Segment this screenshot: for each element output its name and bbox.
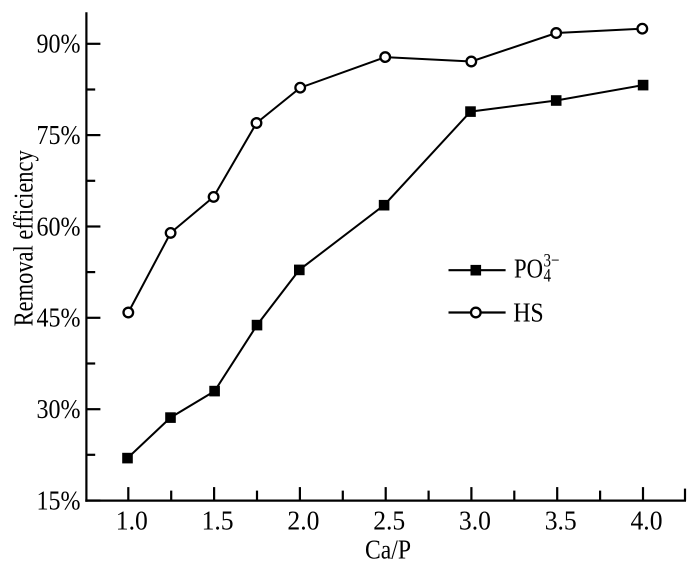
svg-text:1.5: 1.5	[202, 506, 234, 536]
svg-text:15%: 15%	[37, 485, 81, 515]
svg-text:3.5: 3.5	[545, 506, 577, 536]
svg-text:3−: 3−	[544, 251, 560, 272]
svg-text:Removal efficiency: Removal efficiency	[9, 150, 39, 326]
svg-text:PO: PO	[514, 254, 543, 284]
svg-text:HS: HS	[513, 297, 544, 327]
svg-text:Ca/P: Ca/P	[365, 535, 411, 565]
svg-text:1.0: 1.0	[116, 506, 148, 536]
svg-text:90%: 90%	[37, 29, 81, 59]
svg-text:3.0: 3.0	[459, 506, 491, 536]
svg-text:4.0: 4.0	[631, 506, 663, 536]
svg-text:4: 4	[544, 266, 552, 287]
svg-text:45%: 45%	[37, 303, 81, 333]
svg-text:75%: 75%	[37, 120, 81, 150]
svg-text:30%: 30%	[37, 394, 81, 424]
svg-text:2.5: 2.5	[373, 506, 405, 536]
svg-text:2.0: 2.0	[287, 506, 319, 536]
svg-text:60%: 60%	[37, 211, 81, 241]
